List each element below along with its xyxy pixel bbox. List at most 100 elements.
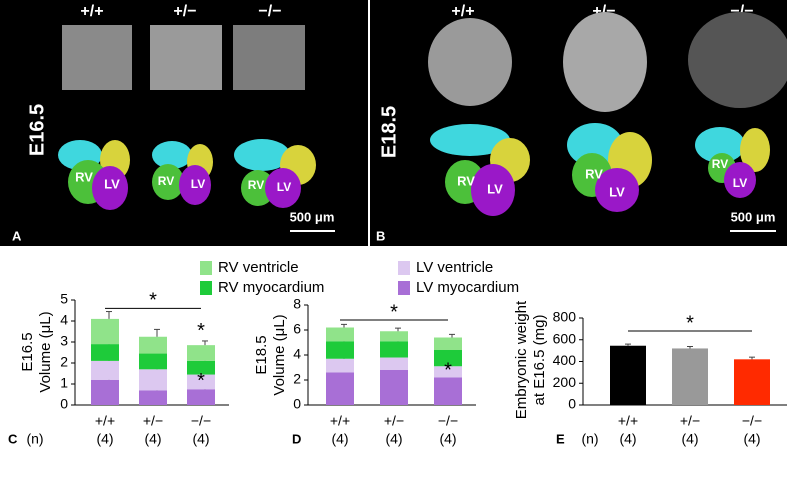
panel-letter: A [12, 228, 22, 243]
legend-swatch [398, 261, 410, 275]
heart-label: LV [609, 184, 625, 199]
y-tick-label: 600 [553, 330, 577, 346]
heart: RV LV [430, 124, 530, 216]
bar-segment [91, 344, 119, 361]
legend-swatch [200, 281, 212, 295]
star: * [197, 320, 205, 342]
significance-star: * [390, 301, 398, 323]
n-label: (4) [192, 431, 209, 447]
n-label: (4) [96, 431, 113, 447]
genotype: +/− [173, 3, 196, 20]
genotype: +/+ [80, 3, 103, 20]
panel-letter: C [8, 431, 18, 446]
bar-segment [139, 369, 167, 391]
bar-segment [187, 389, 215, 405]
x-tick-label: −/− [191, 413, 211, 429]
legend-swatch [200, 261, 212, 275]
y-tick-label: 2 [293, 371, 301, 387]
bar-segment [91, 360, 119, 380]
legend-swatch [398, 281, 410, 295]
bar-segment [326, 358, 354, 373]
bar-segment [326, 327, 354, 342]
legend-label: RV ventricle [218, 259, 299, 276]
bar-segment [434, 366, 462, 378]
n-label: (4) [331, 431, 348, 447]
y-tick-label: 1 [60, 375, 68, 391]
heart: RV LV [234, 139, 316, 208]
bar-segment [187, 345, 215, 361]
bar-segment [380, 370, 408, 405]
panel-letter: E [556, 431, 565, 446]
y-tick-label: 4 [293, 346, 301, 362]
y-tick-label: 5 [60, 291, 68, 307]
y-axis-label: E18.5 [253, 335, 270, 374]
x-tick-label: +/+ [618, 413, 638, 429]
y-tick-label: 0 [60, 396, 68, 412]
bar [672, 348, 708, 405]
n-label: (4) [439, 431, 456, 447]
heart: RV LV [152, 141, 213, 205]
scale-label: 500 μm [731, 209, 776, 224]
y-tick-label: 200 [553, 374, 577, 390]
n-label: (4) [619, 431, 636, 447]
heart-label: LV [733, 176, 747, 190]
stage-label: E18.5 [378, 106, 400, 158]
star: * [444, 360, 452, 382]
heart-label: RV [457, 173, 475, 188]
heart-label: RV [248, 178, 264, 192]
bar-segment [380, 357, 408, 370]
x-tick-label: +/+ [95, 413, 115, 429]
x-tick-label: +/+ [330, 413, 350, 429]
legend-label: RV myocardium [218, 279, 324, 296]
x-tick-label: +/− [384, 413, 404, 429]
y-tick-label: 4 [60, 312, 68, 328]
heart-label: LV [277, 180, 291, 194]
genotype: −/− [258, 3, 281, 20]
y-axis-label: E16.5 [19, 332, 36, 371]
bar-segment [139, 390, 167, 405]
heart-label: LV [104, 176, 120, 191]
heart-label: LV [191, 177, 205, 191]
significance-star: * [686, 312, 694, 334]
bar-segment [380, 341, 408, 358]
y-tick-label: 6 [293, 321, 301, 337]
n-header: (n) [26, 431, 43, 447]
y-tick-label: 0 [568, 396, 576, 412]
y-axis-label: Volume (μL) [271, 314, 288, 395]
heart-label: RV [585, 166, 603, 181]
x-tick-label: +/− [680, 413, 700, 429]
n-label: (4) [385, 431, 402, 447]
heart: RV LV [695, 127, 770, 198]
bar-segment [326, 341, 354, 359]
y-tick-label: 2 [60, 354, 68, 370]
bar-segment [380, 331, 408, 342]
x-tick-label: +/− [143, 413, 163, 429]
panel-letter: D [292, 431, 301, 446]
heart-label: RV [158, 174, 174, 188]
bar-segment [139, 336, 167, 354]
bar-segment [91, 318, 119, 345]
bar-segment [326, 372, 354, 405]
ct-image [688, 12, 787, 108]
n-label: (4) [681, 431, 698, 447]
y-tick-label: 0 [293, 396, 301, 412]
bar [734, 359, 770, 405]
y-tick-label: 400 [553, 352, 577, 368]
ct-image [563, 12, 647, 112]
bar-segment [434, 350, 462, 367]
bar-segment [91, 379, 119, 405]
heart: RV LV [58, 140, 130, 210]
bar-segment [434, 377, 462, 405]
star: * [197, 370, 205, 392]
bar-segment [434, 337, 462, 350]
x-tick-label: −/− [742, 413, 762, 429]
bar-segment [187, 360, 215, 375]
stage-label: E16.5 [26, 104, 48, 156]
significance-star: * [149, 290, 157, 312]
y-axis-label: at E16.5 (mg) [531, 315, 548, 406]
heart-label: LV [487, 181, 503, 196]
heart: RV LV [567, 123, 652, 212]
bar [610, 345, 646, 405]
